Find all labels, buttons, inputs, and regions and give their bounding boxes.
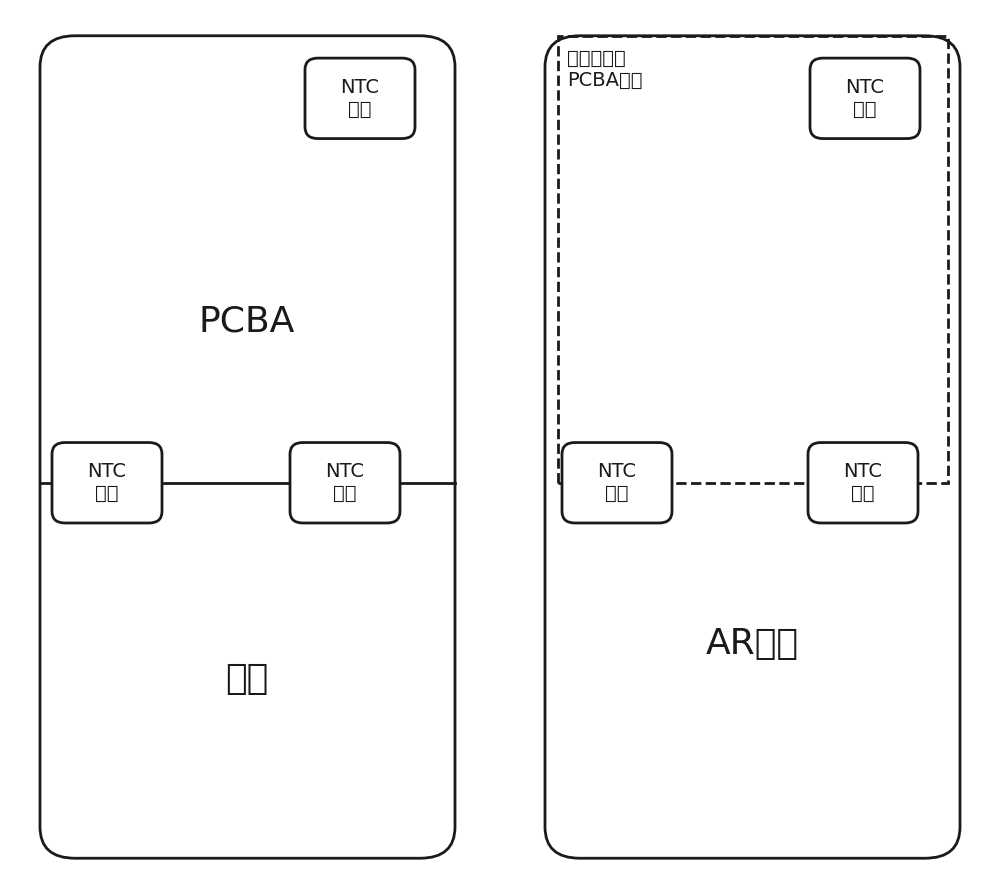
Text: 电池: 电池 [225,662,269,696]
FancyBboxPatch shape [810,58,920,139]
Text: 虚框下方为
PCBA区域: 虚框下方为 PCBA区域 [567,49,642,90]
Text: NTC
电阵: NTC 电阵 [326,462,364,503]
FancyBboxPatch shape [305,58,415,139]
Text: NTC
电阵: NTC 电阵 [340,78,380,119]
Text: NTC
电阵: NTC 电阵 [846,78,885,119]
Text: AR后壳: AR后壳 [706,627,798,661]
FancyBboxPatch shape [562,443,672,523]
Text: NTC
电阵: NTC 电阵 [88,462,126,503]
Text: PCBA: PCBA [199,305,295,339]
FancyBboxPatch shape [52,443,162,523]
Text: NTC
电阵: NTC 电阵 [598,462,637,503]
Text: NTC
电阵: NTC 电阵 [844,462,883,503]
FancyBboxPatch shape [545,36,960,858]
FancyBboxPatch shape [290,443,400,523]
FancyBboxPatch shape [808,443,918,523]
FancyBboxPatch shape [40,36,455,858]
